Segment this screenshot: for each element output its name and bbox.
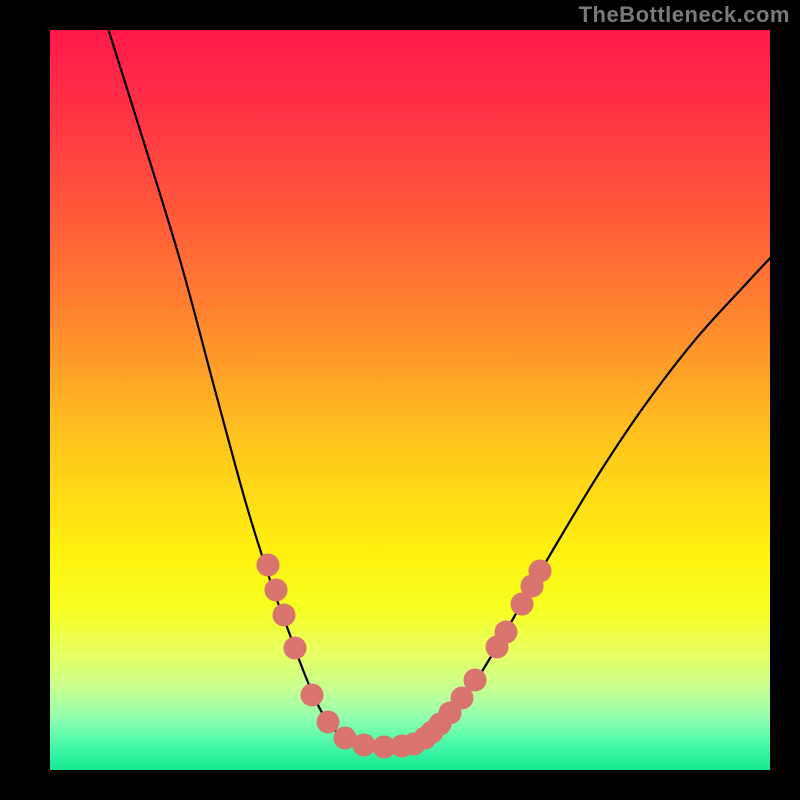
marker-dot bbox=[451, 687, 473, 709]
marker-dot bbox=[301, 684, 323, 706]
marker-dot bbox=[257, 554, 279, 576]
stage: TheBottleneck.com bbox=[0, 0, 800, 800]
marker-dot bbox=[495, 621, 517, 643]
marker-dot bbox=[273, 604, 295, 626]
marker-dot bbox=[317, 711, 339, 733]
marker-dot bbox=[284, 637, 306, 659]
plot-gradient-area bbox=[50, 30, 770, 770]
marker-dot bbox=[353, 734, 375, 756]
marker-dot bbox=[464, 669, 486, 691]
chart-svg bbox=[0, 0, 800, 800]
marker-dot bbox=[265, 579, 287, 601]
marker-dot bbox=[529, 560, 551, 582]
watermark-text: TheBottleneck.com bbox=[579, 2, 790, 28]
